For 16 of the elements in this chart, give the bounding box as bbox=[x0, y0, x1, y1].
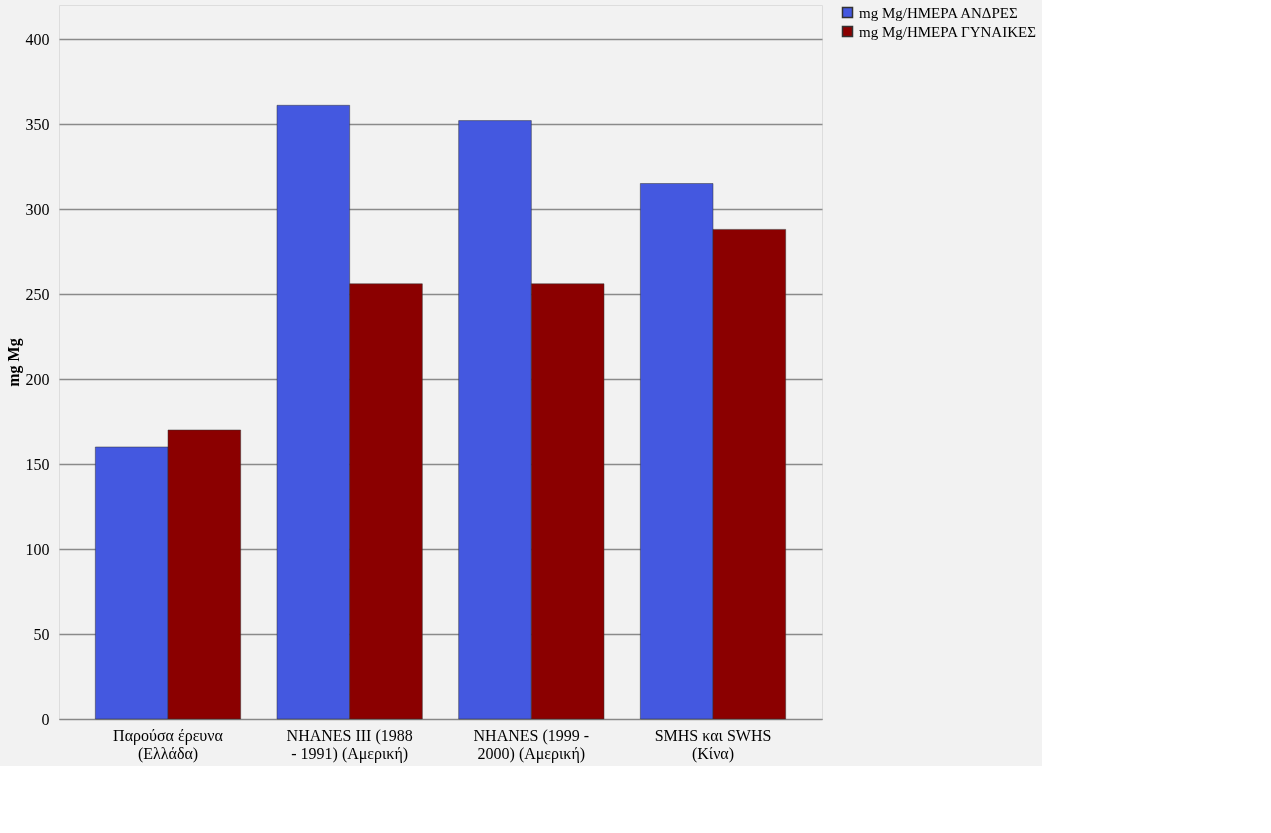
y-tick-label: 350 bbox=[25, 115, 50, 133]
x-tick-label: NHANES (1999 - 2000) (Αμερική) bbox=[473, 726, 590, 763]
y-tick-label: 250 bbox=[25, 285, 50, 303]
y-tick-label: 200 bbox=[25, 370, 50, 388]
y-tick-label: 100 bbox=[25, 540, 50, 558]
legend-label: mg Mg/ΗΜΕΡΑ ΓΥΝΑΙΚΕΣ bbox=[859, 23, 1036, 40]
x-tick-label: SMHS και SWHS (Κίνα) bbox=[654, 726, 772, 763]
y-tick-label: 400 bbox=[25, 30, 50, 48]
y-tick-label: 150 bbox=[25, 455, 50, 473]
y-axis-title: mg Mg bbox=[4, 338, 23, 387]
legend-label: mg Mg/ΗΜΕΡΑ ΑΝΔΡΕΣ bbox=[859, 4, 1018, 21]
y-tick-label: 0 bbox=[41, 710, 50, 728]
y-tick-label: 300 bbox=[25, 200, 50, 218]
x-tick-label: Παρούσα έρευνα (Ελλάδα) bbox=[113, 726, 224, 763]
x-tick-label: NHANES III (1988 - 1991) (Αμερική) bbox=[286, 726, 413, 763]
y-tick-label: 50 bbox=[33, 625, 50, 643]
